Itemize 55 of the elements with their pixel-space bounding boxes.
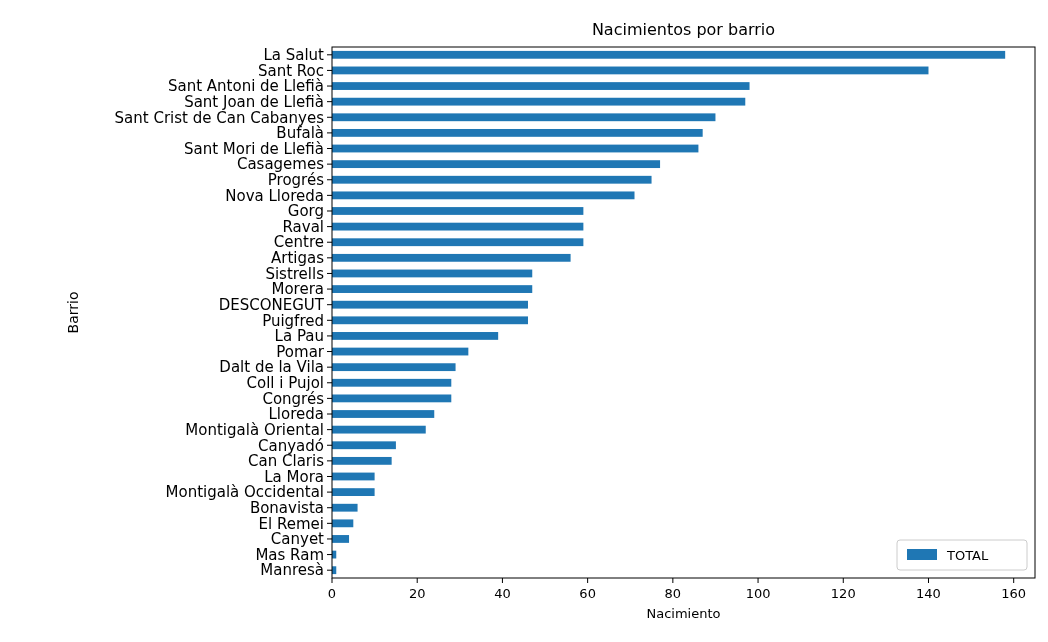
bar [332, 207, 584, 215]
x-tick-label: 140 [916, 586, 941, 601]
bar [332, 519, 354, 528]
x-tick-label: 120 [830, 586, 856, 601]
bar [332, 394, 452, 403]
bar [332, 285, 533, 293]
x-tick-label: 160 [1001, 586, 1027, 601]
bar [332, 253, 571, 262]
bar [332, 441, 396, 450]
bar [332, 300, 528, 309]
bar [332, 410, 435, 418]
x-tick-label: 80 [664, 586, 682, 601]
y-tick-label: Gorg [287, 202, 324, 221]
y-tick-label: Centre [273, 233, 324, 252]
y-tick-label: Canyadó [258, 436, 324, 455]
y-tick-label: Manresà [260, 561, 324, 580]
bar [332, 332, 499, 340]
x-tick-label: 0 [327, 586, 337, 601]
bar [332, 238, 584, 247]
x-axis-title: Nacimiento [646, 606, 721, 621]
bar [332, 191, 635, 200]
legend-label: TOTAL [946, 547, 989, 563]
bar [332, 50, 1006, 59]
bar [332, 363, 456, 372]
bar [332, 128, 703, 137]
y-tick-label: Sant Mori de Llefià [183, 139, 324, 158]
y-tick-label: Canyet [270, 530, 325, 549]
bar [332, 316, 528, 325]
chart-title: Nacimientos por barrio [591, 20, 776, 39]
y-tick-label: La Salut [263, 46, 325, 65]
y-tick-label: Dalt de la Vila [219, 358, 324, 377]
x-tick-label: 60 [579, 586, 596, 601]
y-tick-label: El Remei [258, 514, 324, 533]
bar [332, 456, 392, 465]
y-tick-label: Pomar [276, 342, 325, 361]
bar [332, 488, 375, 497]
bar [332, 97, 746, 106]
bar [332, 535, 350, 543]
bar [332, 175, 652, 184]
bar [332, 425, 426, 434]
y-tick-label: Sant Joan de Llefià [184, 92, 324, 111]
x-tick-label: 20 [408, 586, 426, 601]
y-tick-label: Puigfred [262, 311, 324, 330]
x-tick-label: 100 [745, 586, 771, 601]
bar [332, 82, 750, 90]
y-tick-label: La Mora [264, 467, 324, 486]
bar [332, 222, 584, 231]
bar [332, 378, 452, 387]
x-tick-label: 40 [494, 586, 511, 601]
bar [332, 160, 661, 169]
y-axis-title: Barrio [65, 291, 81, 334]
y-tick-label: Progrés [267, 171, 325, 189]
bar [332, 113, 716, 122]
y-tick-label: Artigas [270, 249, 325, 268]
bar [332, 503, 358, 512]
